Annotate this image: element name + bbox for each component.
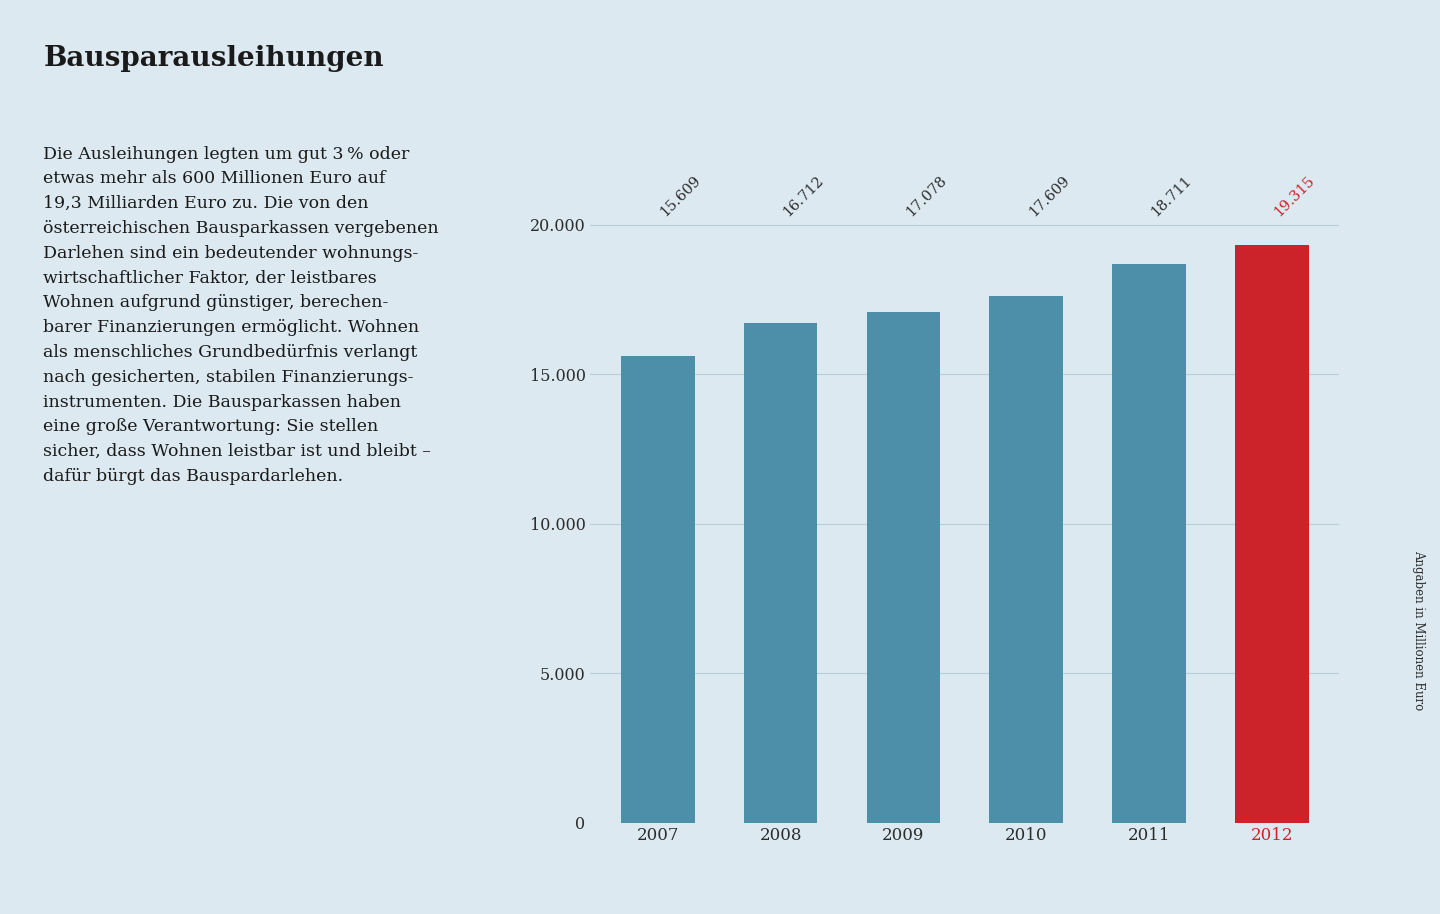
Text: Angaben in Millionen Euro: Angaben in Millionen Euro xyxy=(1411,550,1426,711)
Text: 15.609: 15.609 xyxy=(658,173,704,219)
Text: 17.078: 17.078 xyxy=(903,173,949,219)
Text: 19.315: 19.315 xyxy=(1272,174,1318,219)
Text: 18.711: 18.711 xyxy=(1149,174,1195,219)
Bar xyxy=(744,324,818,823)
Bar xyxy=(1112,263,1185,823)
Text: Die Ausleihungen legten um gut 3 % oder
etwas mehr als 600 Millionen Euro auf
19: Die Ausleihungen legten um gut 3 % oder … xyxy=(43,145,439,485)
Bar xyxy=(867,313,940,823)
Text: 17.609: 17.609 xyxy=(1027,173,1073,219)
Bar xyxy=(989,296,1063,823)
Text: Bausparausleihungen: Bausparausleihungen xyxy=(43,45,384,71)
Bar xyxy=(1236,246,1309,823)
Text: 16.712: 16.712 xyxy=(780,174,827,219)
Bar xyxy=(621,356,694,823)
